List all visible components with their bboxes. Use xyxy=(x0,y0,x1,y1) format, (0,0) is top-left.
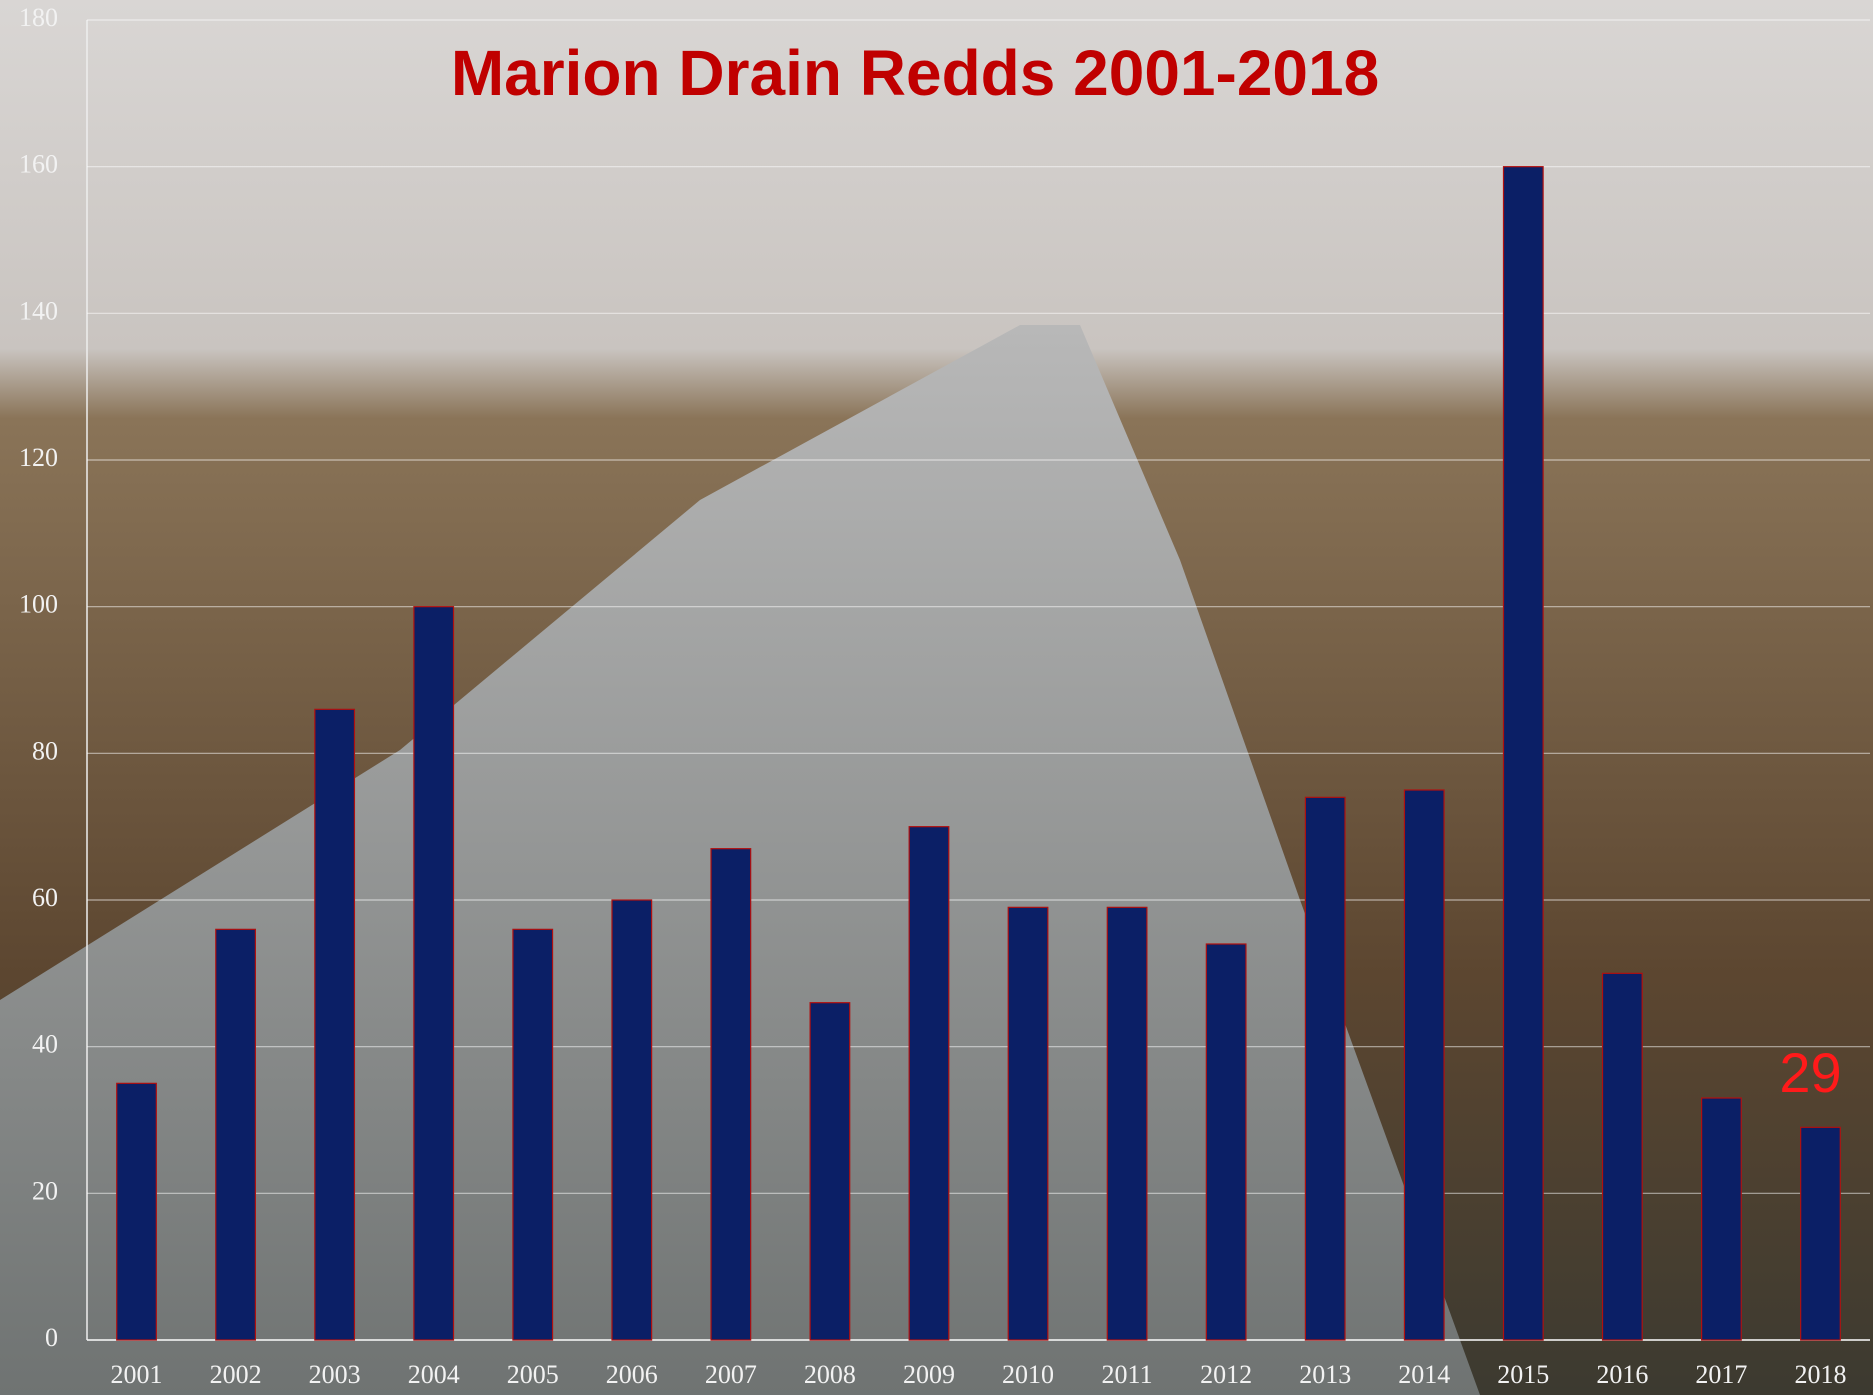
y-tick-label: 120 xyxy=(19,443,58,472)
x-tick-label: 2018 xyxy=(1794,1360,1846,1389)
y-tick-label: 140 xyxy=(19,296,58,325)
bar xyxy=(710,848,752,1341)
bar xyxy=(1403,789,1445,1341)
x-tick-label: 2004 xyxy=(408,1360,460,1389)
y-tick-label: 100 xyxy=(19,590,58,619)
x-tick-label: 2017 xyxy=(1695,1360,1747,1389)
y-tick-label: 160 xyxy=(19,150,58,179)
x-tick-label: 2012 xyxy=(1200,1360,1252,1389)
bar xyxy=(1701,1097,1742,1341)
bar xyxy=(908,826,950,1341)
bar xyxy=(1007,906,1049,1341)
data-label: 29 xyxy=(1779,1041,1841,1104)
y-tick-label: 80 xyxy=(32,736,58,765)
x-tick-label: 2011 xyxy=(1102,1360,1153,1389)
bar xyxy=(1205,943,1247,1341)
bar xyxy=(611,899,653,1341)
chart-title: Marion Drain Redds 2001-2018 xyxy=(451,37,1379,109)
bar xyxy=(512,928,554,1341)
bar xyxy=(116,1082,157,1341)
x-tick-label: 2001 xyxy=(111,1360,163,1389)
bar xyxy=(1800,1126,1841,1341)
y-tick-label: 40 xyxy=(32,1030,58,1059)
x-tick-label: 2006 xyxy=(606,1360,658,1389)
x-tick-label: 2014 xyxy=(1398,1360,1450,1389)
y-tick-label: 180 xyxy=(19,3,58,32)
x-tick-label: 2007 xyxy=(705,1360,757,1389)
bar xyxy=(314,708,356,1341)
bar xyxy=(1601,972,1643,1341)
bar xyxy=(1304,796,1346,1341)
bar xyxy=(1106,906,1148,1341)
x-tick-label: 2009 xyxy=(903,1360,955,1389)
bar xyxy=(809,1002,851,1341)
y-tick-label: 0 xyxy=(45,1323,58,1352)
bar xyxy=(413,606,455,1341)
x-tick-label: 2003 xyxy=(309,1360,361,1389)
x-tick-label: 2013 xyxy=(1299,1360,1351,1389)
bar xyxy=(215,928,256,1341)
x-tick-label: 2010 xyxy=(1002,1360,1054,1389)
x-tick-label: 2016 xyxy=(1596,1360,1648,1389)
y-tick-label: 20 xyxy=(32,1176,58,1205)
x-tick-label: 2008 xyxy=(804,1360,856,1389)
x-tick-label: 2005 xyxy=(507,1360,559,1389)
y-tick-label: 60 xyxy=(32,883,58,912)
bar xyxy=(1502,166,1544,1341)
x-tick-label: 2015 xyxy=(1497,1360,1549,1389)
x-tick-label: 2002 xyxy=(210,1360,262,1389)
